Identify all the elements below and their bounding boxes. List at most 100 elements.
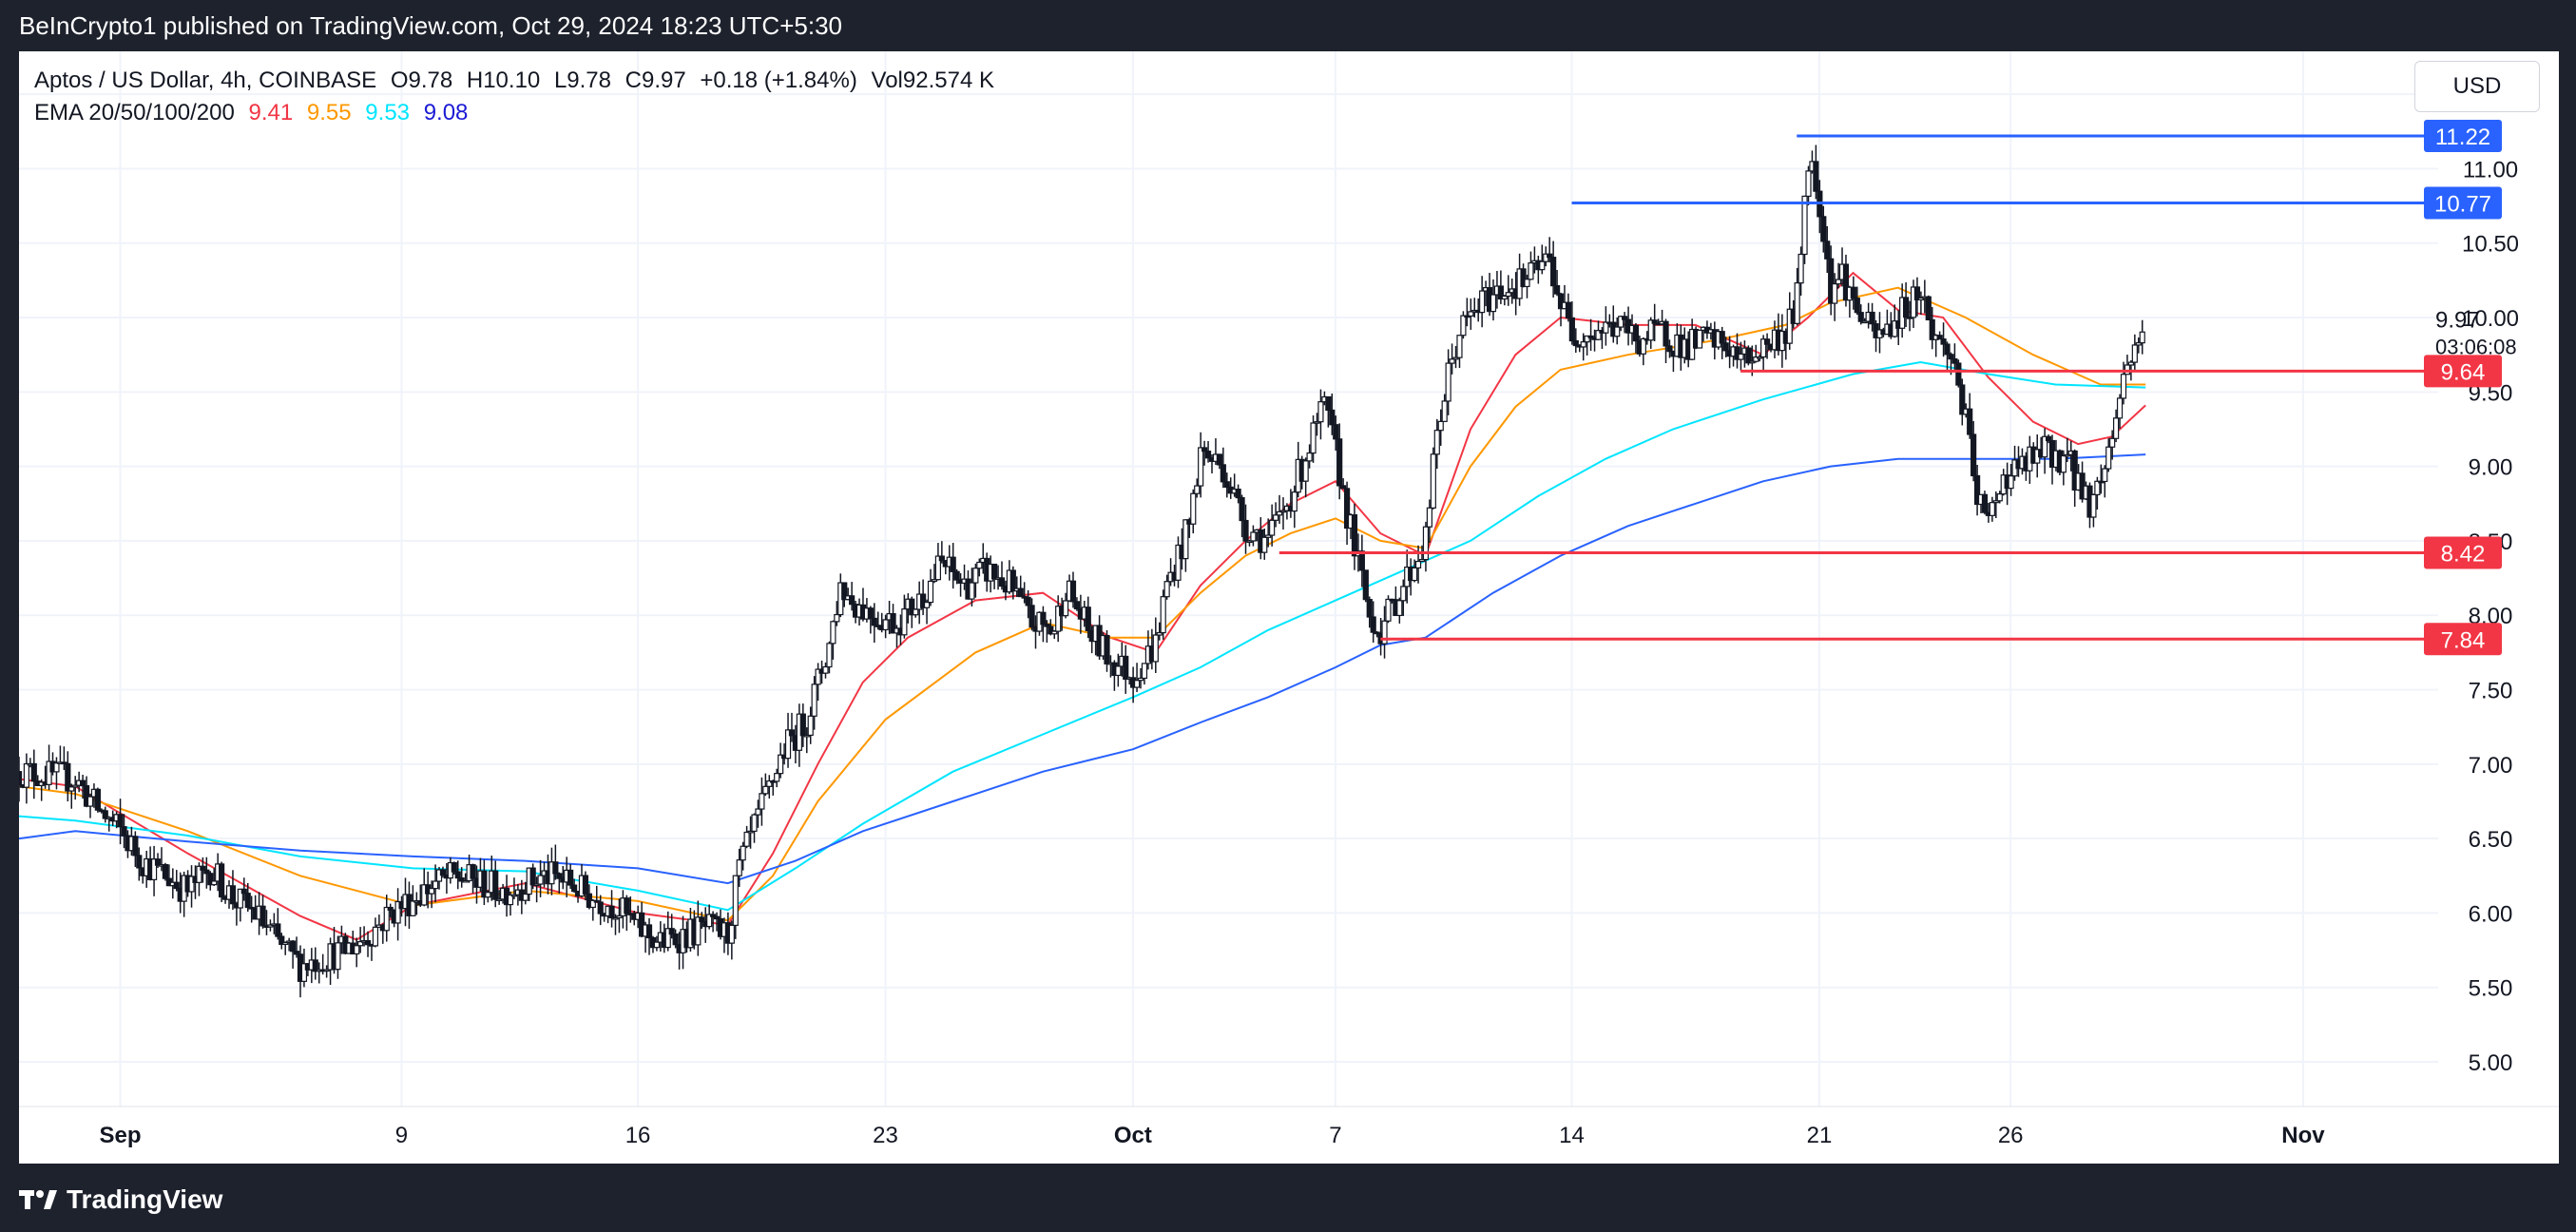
candle-body[interactable]	[882, 619, 889, 631]
candle-body[interactable]	[46, 760, 52, 785]
candle-body[interactable]	[1329, 409, 1336, 426]
candle-body[interactable]	[244, 893, 251, 909]
candle-body[interactable]	[237, 888, 243, 909]
candle-body[interactable]	[913, 608, 919, 616]
candle-body[interactable]	[1182, 519, 1189, 560]
candle-body[interactable]	[507, 894, 514, 906]
candle-body[interactable]	[154, 858, 162, 866]
candle-body[interactable]	[312, 959, 318, 972]
candle-body[interactable]	[1468, 311, 1474, 317]
candle-body[interactable]	[841, 582, 848, 601]
candle-body[interactable]	[1272, 514, 1279, 521]
candle-body[interactable]	[969, 582, 975, 600]
candle-body[interactable]	[803, 734, 810, 738]
candle-body[interactable]	[1925, 296, 1932, 321]
candle-body[interactable]	[203, 869, 210, 875]
candle-body[interactable]	[1734, 346, 1740, 360]
candle-body[interactable]	[1738, 353, 1744, 360]
candle-body[interactable]	[1959, 384, 1966, 415]
candle-body[interactable]	[1351, 513, 1358, 557]
candle-body[interactable]	[612, 916, 619, 920]
candle-body[interactable]	[624, 897, 630, 914]
candle-body[interactable]	[1479, 290, 1486, 314]
candle-body[interactable]	[1996, 493, 2003, 502]
candle-body[interactable]	[2139, 331, 2145, 344]
candle-body[interactable]	[1632, 324, 1640, 342]
candle-body[interactable]	[1460, 315, 1467, 337]
candle-body[interactable]	[1343, 488, 1351, 529]
candle-body[interactable]	[645, 924, 653, 939]
candle-body[interactable]	[1265, 534, 1272, 538]
candle-body[interactable]	[132, 836, 139, 857]
candle-body[interactable]	[1955, 362, 1962, 386]
candle-body[interactable]	[1572, 339, 1579, 347]
candle-body[interactable]	[747, 830, 754, 834]
candle-body[interactable]	[219, 863, 225, 898]
candle-body[interactable]	[616, 914, 623, 919]
candle-body[interactable]	[1505, 292, 1511, 298]
candle-body[interactable]	[713, 915, 721, 920]
candle-body[interactable]	[766, 780, 773, 787]
candle-body[interactable]	[1666, 345, 1673, 353]
candle-body[interactable]	[1073, 601, 1081, 610]
candle-body[interactable]	[830, 621, 836, 645]
candle-body[interactable]	[672, 933, 679, 946]
candle-body[interactable]	[1490, 294, 1497, 313]
symbol-title[interactable]: Aptos / US Dollar, 4h, COINBASE	[34, 67, 377, 93]
candle-body[interactable]	[65, 762, 71, 792]
candle-body[interactable]	[240, 888, 247, 895]
candle-body[interactable]	[1137, 677, 1144, 682]
candle-body[interactable]	[364, 940, 372, 946]
candle-body[interactable]	[1917, 297, 1924, 300]
candle-body[interactable]	[23, 762, 29, 788]
candle-body[interactable]	[83, 784, 90, 807]
candle-body[interactable]	[481, 870, 488, 898]
candle-body[interactable]	[976, 561, 983, 569]
candle-body[interactable]	[1198, 447, 1204, 487]
candle-body[interactable]	[1842, 263, 1850, 301]
candle-body[interactable]	[162, 863, 169, 879]
candle-body[interactable]	[751, 814, 758, 832]
candle-body[interactable]	[695, 916, 702, 946]
candle-body[interactable]	[653, 941, 661, 949]
candle-body[interactable]	[1944, 343, 1951, 356]
candle-body[interactable]	[567, 869, 574, 886]
candle-body[interactable]	[1123, 655, 1129, 681]
candle-body[interactable]	[30, 762, 37, 782]
candle-body[interactable]	[1414, 560, 1422, 569]
candle-body[interactable]	[87, 796, 94, 807]
tradingview-brand[interactable]: TradingView	[19, 1184, 222, 1215]
candle-body[interactable]	[150, 858, 158, 880]
candle-body[interactable]	[1370, 616, 1376, 633]
candle-body[interactable]	[1269, 519, 1276, 536]
candle-body[interactable]	[275, 923, 281, 937]
candle-body[interactable]	[1220, 464, 1226, 483]
candle-body[interactable]	[260, 905, 266, 927]
candle-body[interactable]	[1141, 663, 1148, 680]
candle-body[interactable]	[1587, 335, 1594, 338]
candle-body[interactable]	[1261, 536, 1268, 553]
candle-body[interactable]	[279, 935, 285, 946]
candle-body[interactable]	[323, 969, 330, 972]
candle-body[interactable]	[1835, 279, 1842, 285]
candle-body[interactable]	[470, 864, 476, 879]
candle-body[interactable]	[1336, 438, 1343, 487]
candle-body[interactable]	[2127, 361, 2134, 366]
chart-panel[interactable]: 5.005.506.006.507.007.508.008.509.009.50…	[19, 51, 2559, 1164]
candle-body[interactable]	[1981, 493, 1989, 513]
candle-body[interactable]	[2094, 480, 2101, 496]
candle-body[interactable]	[300, 963, 308, 982]
candle-body[interactable]	[1929, 318, 1935, 340]
candle-body[interactable]	[998, 577, 1006, 587]
currency-button[interactable]: USD	[2414, 61, 2540, 112]
candle-body[interactable]	[211, 880, 218, 886]
candle-body[interactable]	[1190, 492, 1197, 525]
candle-body[interactable]	[1456, 335, 1463, 358]
candle-body[interactable]	[923, 601, 931, 608]
candle-body[interactable]	[439, 869, 447, 876]
candle-body[interactable]	[1418, 558, 1426, 563]
candle-body[interactable]	[1437, 420, 1444, 432]
candle-body[interactable]	[522, 893, 529, 901]
candle-body[interactable]	[1547, 253, 1553, 259]
candle-body[interactable]	[1302, 460, 1309, 482]
